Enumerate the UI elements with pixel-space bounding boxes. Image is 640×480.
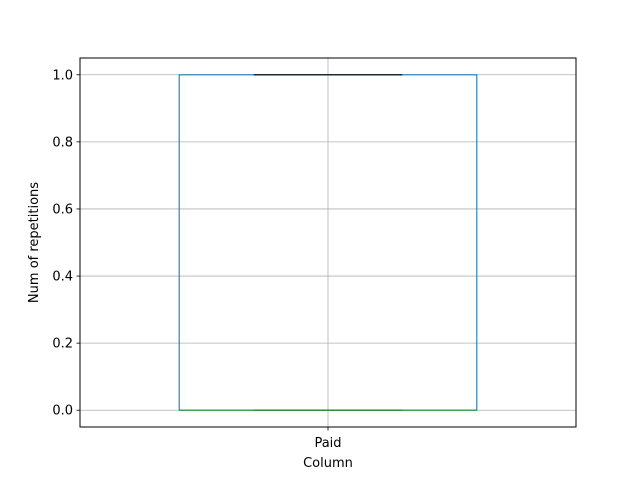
y-tick-label: 0.2 [52, 337, 73, 352]
y-tick-label: 1.0 [52, 68, 73, 83]
x-axis-label: Column [303, 456, 353, 471]
y-tick-label: 0.0 [52, 404, 73, 419]
y-tick-label: 0.4 [52, 270, 73, 285]
tick-layer: 0.0 0.2 0.4 0.6 0.8 1.0 Paid [52, 68, 341, 451]
box-layer [178, 74, 478, 411]
y-tick-label: 0.6 [52, 202, 73, 217]
y-axis-label: Num of repetitions [27, 182, 42, 303]
y-tick-label: 0.8 [52, 135, 73, 150]
x-tick-label: Paid [314, 436, 341, 451]
